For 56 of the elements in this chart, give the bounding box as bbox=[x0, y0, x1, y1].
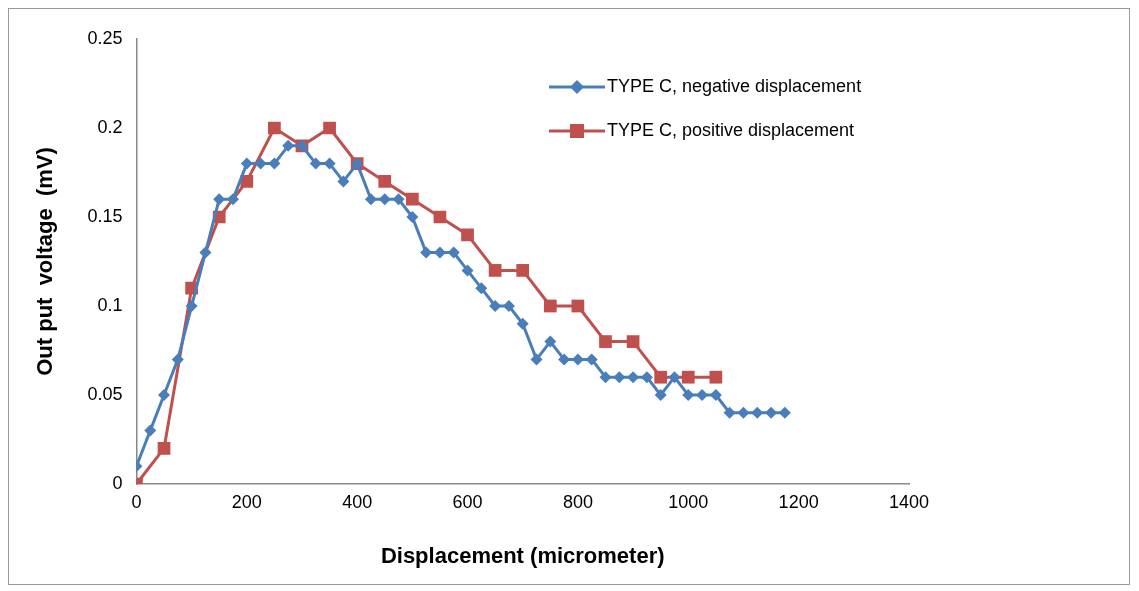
point bbox=[157, 442, 171, 455]
point bbox=[681, 370, 695, 384]
point bbox=[723, 406, 736, 419]
point bbox=[158, 389, 171, 401]
x-tick-label: 400 bbox=[342, 491, 373, 512]
x-tick-label: 800 bbox=[562, 491, 593, 512]
point bbox=[626, 335, 640, 348]
point bbox=[199, 246, 212, 259]
point bbox=[709, 370, 723, 384]
point bbox=[378, 193, 391, 206]
point bbox=[599, 335, 612, 348]
point bbox=[530, 353, 543, 366]
point bbox=[751, 406, 764, 419]
point bbox=[737, 406, 750, 419]
point bbox=[144, 424, 157, 437]
y-axis-title: Out put voltage (mV) bbox=[32, 147, 58, 376]
point bbox=[544, 335, 557, 348]
x-tick-label: 1200 bbox=[778, 491, 819, 512]
point bbox=[488, 264, 502, 277]
point bbox=[227, 193, 239, 206]
x-tick-label: 600 bbox=[452, 491, 483, 512]
x-tick-label: 1000 bbox=[668, 491, 709, 512]
x-tick-label: 1400 bbox=[888, 491, 930, 512]
point bbox=[378, 175, 392, 188]
legend-label: TYPE C, positive displacement bbox=[607, 119, 855, 140]
point bbox=[613, 371, 626, 384]
point bbox=[240, 157, 253, 170]
point bbox=[268, 121, 281, 135]
point bbox=[337, 175, 350, 188]
point bbox=[406, 211, 419, 223]
x-tick-label: 200 bbox=[231, 491, 262, 512]
y-tick-label: 0.1 bbox=[97, 294, 123, 315]
y-tick-label: 0.05 bbox=[87, 383, 123, 404]
point bbox=[543, 299, 557, 313]
point bbox=[392, 193, 405, 206]
legend-label: TYPE C, negative displacement bbox=[607, 75, 862, 96]
point bbox=[516, 264, 530, 277]
x-axis-title: Displacement (micrometer) bbox=[380, 542, 665, 568]
y-tick-label: 0.25 bbox=[87, 27, 123, 48]
point bbox=[475, 282, 488, 295]
y-tick-label: 0.15 bbox=[87, 205, 123, 226]
point bbox=[654, 389, 667, 401]
point bbox=[405, 192, 419, 206]
y-tick-label: 0.2 bbox=[97, 116, 123, 137]
y-tick-label: 0 bbox=[112, 472, 123, 493]
point bbox=[461, 264, 474, 277]
point bbox=[516, 317, 529, 330]
point bbox=[171, 353, 184, 366]
point bbox=[185, 300, 198, 312]
point bbox=[461, 228, 474, 242]
point bbox=[323, 121, 336, 135]
point bbox=[668, 371, 681, 384]
point bbox=[364, 193, 377, 206]
point bbox=[654, 370, 668, 384]
x-tick-label: 0 bbox=[131, 491, 142, 512]
point bbox=[599, 371, 612, 384]
